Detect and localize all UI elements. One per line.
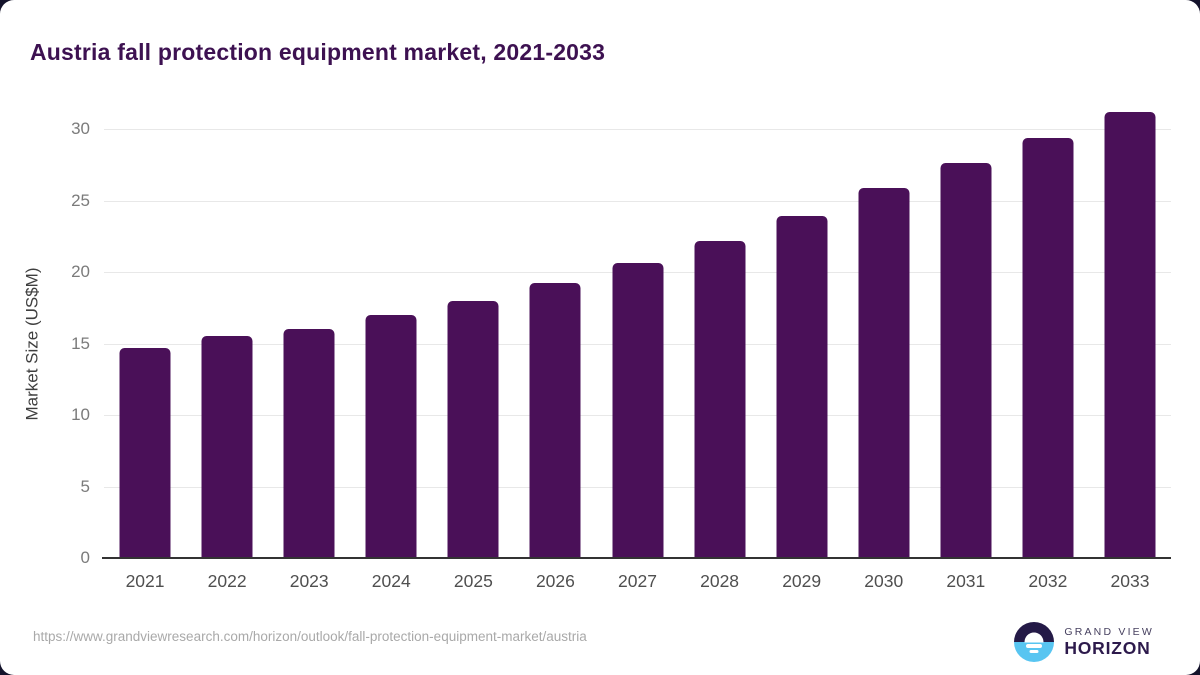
gridline [104, 129, 1171, 130]
x-tick-label: 2025 [453, 571, 493, 591]
x-tick-label: 2028 [700, 571, 740, 591]
x-tick-label: 2027 [618, 571, 657, 591]
y-tick-label: 10 [71, 405, 90, 424]
bar-2026[interactable] [529, 283, 581, 558]
x-tick-label: 2032 [1028, 571, 1068, 591]
y-tick-label: 25 [71, 190, 90, 210]
x-tick-label: 2026 [535, 571, 575, 591]
bar-slot [514, 129, 596, 558]
y-tick-label: 0 [80, 548, 90, 567]
bar-2022[interactable] [201, 336, 253, 558]
bar-2032[interactable] [1022, 137, 1074, 558]
x-tick-label: 2030 [864, 571, 904, 591]
x-tick-label: 2033 [1110, 571, 1150, 591]
x-tick-label: 2022 [207, 571, 247, 591]
bar-2027[interactable] [612, 263, 663, 558]
gridline [104, 200, 1171, 202]
bar-slot [1007, 129, 1089, 558]
bar-slot [925, 129, 1007, 558]
bar-slot [186, 129, 268, 558]
bar-2029[interactable] [776, 216, 828, 558]
bar-2030[interactable] [858, 187, 910, 558]
bar-2031[interactable] [940, 163, 992, 558]
y-tick-label: 15 [71, 333, 90, 353]
y-tick-label: 5 [80, 476, 90, 496]
bar-slot [104, 129, 186, 558]
bar-2033[interactable] [1104, 111, 1156, 558]
x-tick-label: 2021 [125, 571, 165, 591]
horizon-logo-icon [1014, 622, 1055, 662]
bar-slot [432, 129, 514, 558]
bar-slot [350, 129, 432, 558]
plot-area [102, 111, 1171, 559]
y-tick-label: 30 [71, 119, 90, 138]
y-axis-ticks: 0 5 10 15 20 25 30 [0, 119, 90, 567]
bar-2024[interactable] [365, 314, 417, 558]
brand-name-bottom: HORIZON [1064, 637, 1151, 658]
bar-2028[interactable] [694, 240, 746, 558]
brand-name-top: GRAND VIEW [1064, 625, 1154, 638]
x-tick-label: 2024 [371, 571, 411, 591]
x-tick-label: 2031 [946, 571, 986, 591]
bar-slot [1089, 111, 1171, 558]
bar-slot [761, 129, 843, 558]
chart-title: Austria fall protection equipment market… [30, 39, 606, 66]
source-url: https://www.grandviewresearch.com/horizo… [33, 629, 587, 644]
bar-2023[interactable] [283, 329, 335, 558]
bar-series [104, 111, 1171, 558]
brand-logo: GRAND VIEW HORIZON [1014, 622, 1154, 662]
bar-2021[interactable] [119, 347, 171, 558]
bar-slot [679, 129, 761, 558]
x-axis-line [102, 557, 1171, 559]
y-tick-label: 20 [71, 262, 90, 281]
bar-2025[interactable] [447, 300, 499, 558]
bar-slot [268, 129, 350, 558]
x-tick-label: 2029 [782, 571, 822, 591]
bar-slot [596, 129, 678, 558]
x-axis-labels: 2021 2022 2023 2024 2025 2026 2027 2028 2029 2030… [104, 571, 1171, 592]
bar-slot [843, 129, 925, 558]
x-tick-label: 2023 [289, 571, 329, 591]
